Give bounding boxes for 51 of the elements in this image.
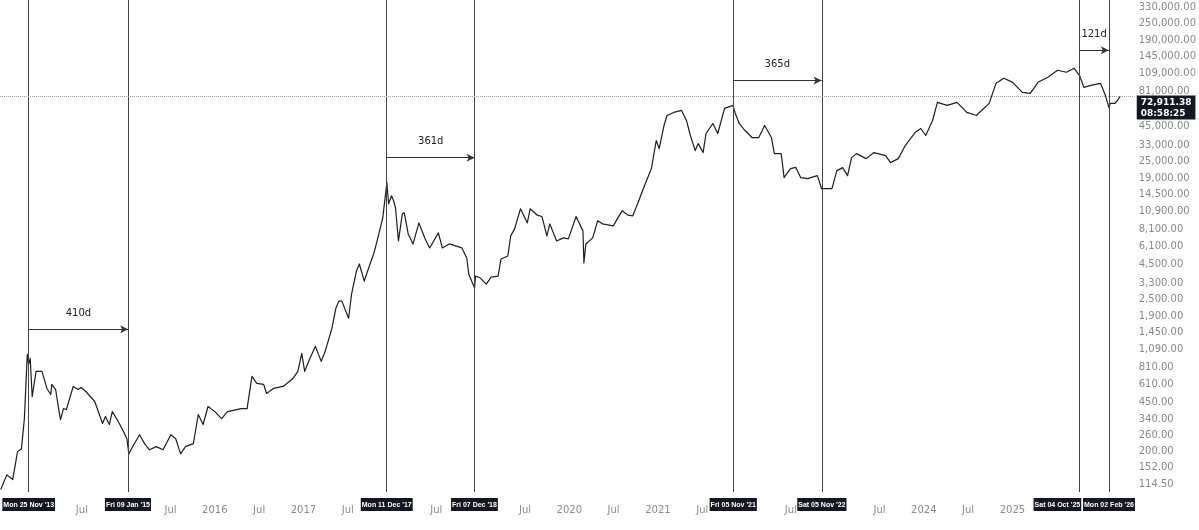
y-tick-label: 200.00	[1138, 444, 1174, 456]
x-tick-label: Jul	[163, 503, 177, 515]
y-tick-label: 810.00	[1138, 361, 1174, 373]
y-tick-label: 2,500.00	[1138, 293, 1184, 305]
y-tick-label: 1,900.00	[1138, 309, 1184, 321]
y-tick-label: 260.00	[1138, 429, 1174, 441]
y-tick-label: 10,900.00	[1138, 205, 1190, 217]
y-tick-label: 152.00	[1138, 461, 1174, 473]
x-tick-label: Jul	[252, 503, 266, 515]
x-tick-label: Jul	[783, 503, 797, 515]
x-tick-label: 2021	[645, 503, 671, 515]
y-tick-label: 1,090.00	[1138, 343, 1184, 355]
y-tick-label: 45,000.00	[1138, 120, 1190, 132]
y-tick-label: 3,300.00	[1138, 276, 1184, 288]
x-tick-label: 2025	[999, 503, 1026, 515]
y-tick-label: 8,100.00	[1138, 222, 1184, 234]
x-tick-label: 2020	[556, 503, 583, 515]
y-tick-label: 340.00	[1138, 413, 1174, 425]
y-tick-label: 250,000.00	[1138, 17, 1197, 29]
y-tick-label: 6,100.00	[1138, 239, 1184, 251]
x-tick-label: Jul	[872, 503, 886, 515]
y-tick-label: 19,000.00	[1138, 171, 1190, 183]
x-tick-label: 2017	[290, 503, 317, 515]
y-tick-label: 114.50	[1138, 478, 1174, 490]
y-tick-label: 1,450.00	[1138, 326, 1184, 338]
line-series	[0, 67, 1121, 490]
x-tick-label: Jul	[340, 503, 354, 515]
ref-line-label: 72,911.38 08:58:25	[1140, 97, 1192, 119]
annotation: 365d	[764, 57, 791, 69]
annotation: 121d	[1081, 27, 1107, 39]
y-tick-label: 81,000.00	[1138, 84, 1190, 96]
x-tick-label: Jul	[606, 503, 620, 515]
x-tick-label: Jul	[695, 503, 709, 515]
annotation: 410d	[65, 306, 92, 318]
y-tick-label: 610.00	[1138, 378, 1174, 390]
annotation: 361d	[418, 135, 444, 147]
y-tick-label: 25,000.00	[1138, 155, 1190, 167]
x-tick-label: Jul	[517, 503, 532, 515]
y-tick-label: 145,000.00	[1138, 49, 1197, 61]
x-tick-label: Jul	[74, 503, 88, 515]
y-tick-label: 14,500.00	[1138, 187, 1190, 199]
y-tick-label: 109,000.00	[1138, 66, 1197, 78]
y-tick-label: 33,000.00	[1138, 138, 1190, 150]
y-tick-label: 190,000.00	[1138, 33, 1197, 45]
x-tick-label: Jul	[961, 503, 975, 515]
y-tick-label: 450.00	[1138, 396, 1174, 408]
y-tick-label: 330,000.00	[1138, 0, 1197, 12]
y-tick-label: 4,500.00	[1138, 258, 1184, 270]
x-tick-label: 2016	[202, 503, 228, 515]
x-tick-label: Jul	[429, 503, 443, 515]
x-tick-label: 2024	[911, 503, 937, 515]
